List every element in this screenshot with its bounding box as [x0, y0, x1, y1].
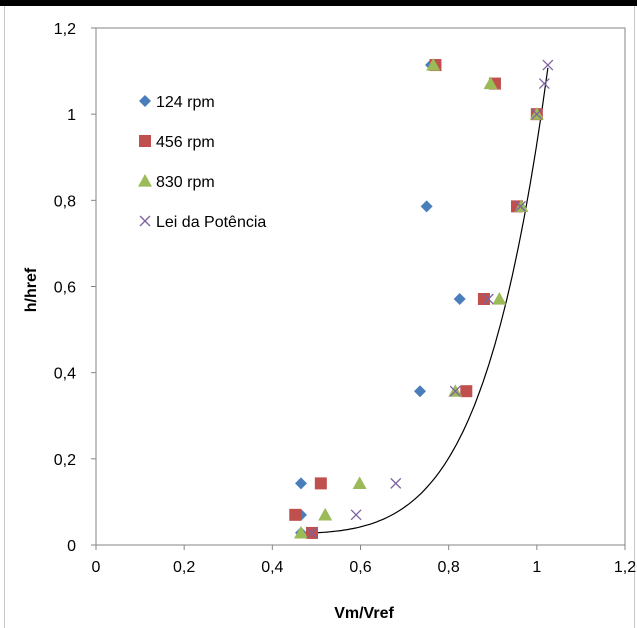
legend-label-2: 456 rpm: [156, 134, 215, 151]
legend-marker-1: [139, 95, 151, 107]
y-tick-label: 0: [67, 538, 76, 555]
data-point-series-4: [306, 527, 318, 539]
data-point-series-4: [449, 385, 461, 397]
plot-area: 0 0,2 0,4 0,6 0,8 1 1,2 0 0,2 0,4 0,6 0,8 1 1,2: [54, 21, 636, 576]
y-tick-label: 0,4: [54, 366, 76, 383]
data-points: [289, 58, 554, 539]
legend-label-1: 124 rpm: [156, 94, 215, 111]
y-axis-title: h/href: [23, 267, 40, 312]
x-tick-label: 0: [92, 559, 101, 576]
x-marker-stroke: [390, 477, 402, 489]
y-tick-label: 1,2: [54, 21, 76, 38]
data-point-series-1: [294, 477, 307, 490]
data-point-series-4: [515, 200, 526, 212]
data-point-series-4: [542, 59, 554, 71]
x-tick-label: 0,4: [261, 559, 283, 576]
y-tick-label: 0,2: [54, 452, 76, 469]
data-point-series-2: [460, 385, 473, 398]
data-point-series-2: [314, 477, 327, 490]
data-point-series-4: [482, 293, 494, 305]
data-point-series-3: [492, 291, 507, 305]
y-tick-label: 1: [67, 107, 76, 124]
data-point-series-3: [352, 476, 367, 489]
data-point-series-3: [318, 507, 333, 521]
x-marker-stroke: [449, 385, 461, 397]
data-point-series-1: [420, 200, 433, 213]
x-tick-label: 0,2: [173, 559, 195, 576]
x-axis-title: Vm/Vref: [334, 605, 394, 622]
data-point-series-3: [293, 525, 308, 539]
x-marker-stroke: [531, 108, 543, 120]
legend: 124 rpm 456 rpm 830 rpm Lei da Potência: [138, 94, 266, 231]
data-point-series-4: [390, 477, 402, 489]
x-tick-label: 0,8: [438, 559, 460, 576]
x-marker-stroke: [482, 293, 494, 305]
legend-marker-2: [139, 135, 151, 147]
data-point-series-4: [531, 108, 543, 120]
x-tick-label: 1,2: [614, 559, 636, 576]
x-marker-stroke: [515, 200, 526, 212]
top-border: [0, 0, 637, 6]
data-point-series-2: [289, 508, 302, 521]
x-tick-label: 1: [532, 559, 541, 576]
legend-marker-3: [138, 174, 152, 187]
x-marker-stroke: [139, 215, 151, 227]
x-tick-label: 0,6: [349, 559, 371, 576]
data-point-series-3: [483, 76, 498, 90]
x-marker-stroke: [306, 527, 318, 539]
x-marker-stroke: [350, 509, 362, 521]
trendline: [311, 67, 549, 534]
legend-label-4: Lei da Potência: [156, 214, 266, 231]
data-point-series-2: [477, 292, 490, 305]
data-point-series-4: [350, 509, 362, 521]
data-point-series-1: [453, 292, 466, 305]
legend-label-3: 830 rpm: [156, 174, 215, 191]
data-point-series-3: [426, 58, 441, 71]
y-tick-label: 0,8: [54, 193, 76, 210]
y-tick-label: 0,6: [54, 280, 76, 297]
x-marker-stroke: [538, 78, 550, 90]
x-marker-stroke: [542, 59, 554, 71]
trendline-curve: [311, 67, 549, 534]
data-point-series-1: [414, 385, 427, 398]
data-point-series-4: [538, 78, 550, 90]
legend-marker-4: [139, 215, 151, 227]
